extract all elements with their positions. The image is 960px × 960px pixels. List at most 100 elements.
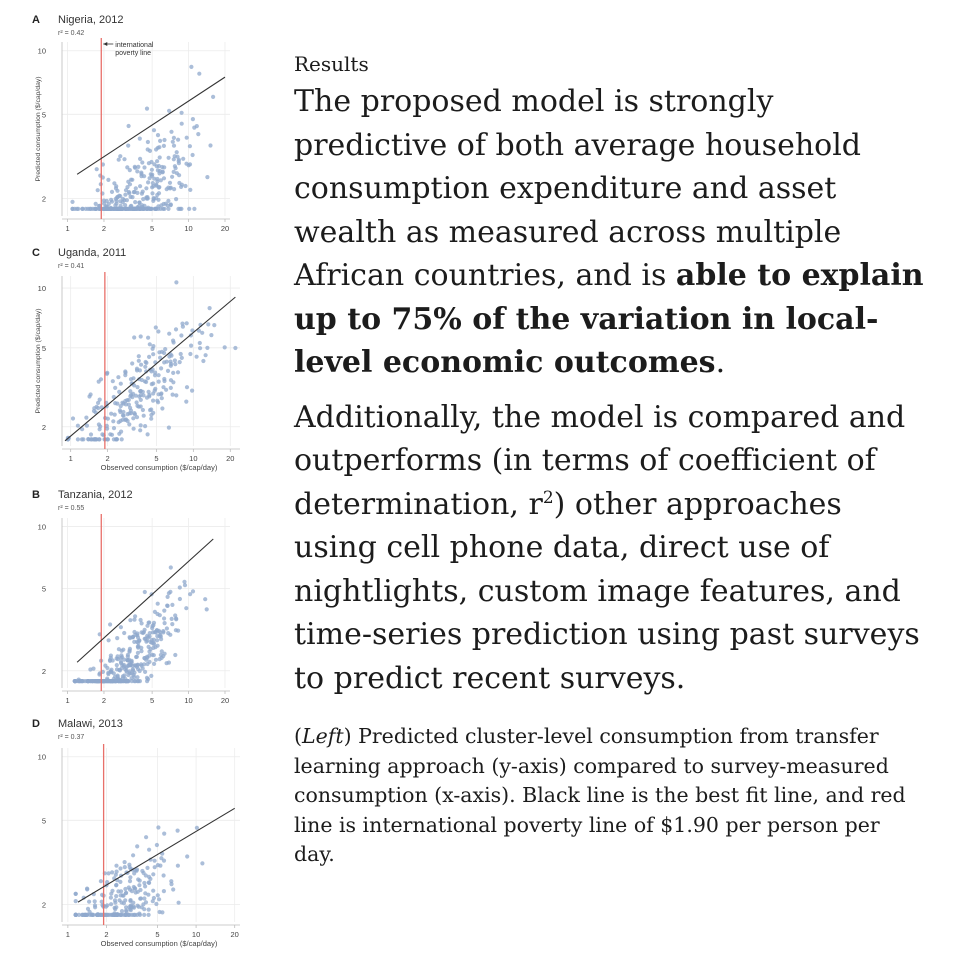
data-point bbox=[115, 674, 120, 679]
y-tick-label: 2 bbox=[42, 194, 46, 203]
data-point bbox=[94, 679, 99, 684]
best-fit-line bbox=[76, 538, 214, 663]
panel-letter: B bbox=[32, 489, 40, 501]
data-point bbox=[132, 411, 137, 416]
data-point bbox=[107, 912, 112, 918]
data-point bbox=[157, 897, 162, 902]
y-tick-label: 5 bbox=[42, 344, 46, 353]
data-point bbox=[114, 882, 119, 888]
data-point bbox=[121, 647, 126, 652]
data-point bbox=[178, 351, 183, 357]
data-point bbox=[141, 393, 146, 398]
data-point bbox=[203, 353, 208, 358]
data-point bbox=[167, 354, 172, 359]
data-point bbox=[137, 668, 142, 674]
data-point bbox=[80, 206, 85, 211]
data-point bbox=[73, 899, 78, 904]
data-point bbox=[138, 404, 143, 409]
data-point bbox=[161, 873, 166, 878]
data-point bbox=[168, 632, 173, 637]
data-point bbox=[138, 423, 143, 428]
data-point bbox=[84, 415, 89, 420]
data-point bbox=[101, 206, 106, 211]
data-point bbox=[110, 888, 115, 893]
data-point bbox=[135, 675, 140, 680]
x-tick-label: 10 bbox=[184, 224, 192, 233]
annotation-arrowhead bbox=[103, 42, 108, 46]
data-point bbox=[97, 397, 102, 402]
data-point bbox=[119, 429, 124, 434]
data-point bbox=[127, 191, 132, 196]
data-point bbox=[190, 117, 195, 122]
data-point bbox=[162, 360, 167, 365]
data-point bbox=[150, 346, 155, 351]
data-point bbox=[91, 666, 96, 671]
data-point bbox=[158, 392, 164, 397]
data-point bbox=[123, 886, 128, 892]
data-point bbox=[156, 628, 161, 634]
data-point bbox=[139, 662, 144, 667]
data-point bbox=[136, 640, 141, 645]
data-point bbox=[120, 196, 125, 201]
data-point bbox=[95, 188, 100, 193]
data-point bbox=[173, 628, 178, 633]
data-point bbox=[114, 198, 119, 203]
data-point bbox=[147, 634, 152, 639]
data-point bbox=[172, 187, 177, 192]
data-point bbox=[179, 355, 184, 360]
data-point bbox=[118, 409, 123, 415]
data-point bbox=[77, 679, 83, 684]
data-point bbox=[115, 401, 120, 406]
y-tick-label: 2 bbox=[42, 667, 46, 676]
data-point bbox=[130, 663, 135, 668]
data-point bbox=[144, 106, 150, 111]
data-point bbox=[127, 182, 133, 187]
data-point bbox=[109, 679, 114, 684]
data-point bbox=[168, 186, 173, 191]
data-point bbox=[155, 133, 161, 138]
data-point bbox=[151, 398, 156, 403]
data-point bbox=[128, 389, 133, 394]
data-point bbox=[206, 322, 211, 327]
data-point bbox=[161, 889, 166, 894]
data-point bbox=[110, 912, 115, 918]
data-point bbox=[137, 136, 142, 141]
data-point bbox=[190, 152, 195, 158]
data-point bbox=[156, 379, 161, 384]
data-point bbox=[154, 182, 159, 187]
data-point bbox=[125, 185, 130, 190]
data-point bbox=[200, 330, 205, 335]
data-point bbox=[114, 863, 119, 868]
data-point bbox=[139, 621, 144, 626]
y-axis-label: Predicted consumption ($/cap/day) bbox=[35, 308, 42, 413]
data-point bbox=[177, 596, 182, 602]
data-point bbox=[90, 912, 95, 918]
data-point bbox=[128, 206, 133, 211]
data-point bbox=[136, 354, 141, 359]
data-point bbox=[111, 426, 117, 431]
data-point bbox=[65, 437, 70, 442]
data-point bbox=[126, 123, 131, 129]
r-squared-label: r² = 0.41 bbox=[58, 263, 84, 270]
data-point bbox=[114, 437, 119, 442]
data-point bbox=[86, 437, 91, 442]
poverty-line-annotation: international bbox=[115, 42, 154, 49]
data-point bbox=[166, 425, 171, 430]
data-point bbox=[75, 437, 80, 442]
y-tick-label: 10 bbox=[38, 47, 46, 56]
data-point bbox=[130, 195, 135, 200]
data-point bbox=[123, 192, 128, 197]
data-point bbox=[173, 652, 178, 658]
data-point bbox=[134, 400, 139, 405]
data-point bbox=[75, 423, 80, 428]
data-point bbox=[135, 169, 140, 174]
data-point bbox=[204, 607, 209, 612]
data-point bbox=[120, 400, 125, 405]
data-point bbox=[76, 912, 82, 918]
data-point bbox=[151, 381, 156, 386]
data-point bbox=[106, 177, 111, 182]
data-point bbox=[123, 370, 128, 375]
data-point bbox=[162, 376, 167, 382]
data-point bbox=[70, 199, 75, 204]
data-point bbox=[174, 617, 179, 622]
